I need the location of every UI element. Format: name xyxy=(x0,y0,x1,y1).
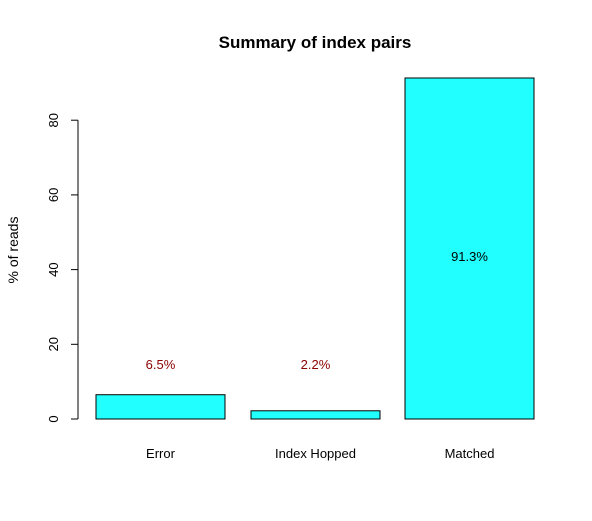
y-tick-label: 60 xyxy=(46,188,61,202)
y-axis: 0 20 40 60 80 xyxy=(46,113,79,423)
data-label: 91.3% xyxy=(451,249,488,264)
bar-error xyxy=(95,394,226,420)
category-labels: Error Index Hopped Matched xyxy=(146,446,494,461)
y-tick-label: 20 xyxy=(46,337,61,351)
data-label: 2.2% xyxy=(301,357,331,372)
bar-index-hopped xyxy=(250,410,381,420)
data-labels: 6.5% 2.2% 91.3% xyxy=(146,249,489,372)
category-label: Matched xyxy=(445,446,495,461)
y-axis-label: % of reads xyxy=(5,217,21,284)
y-tick-label: 0 xyxy=(46,415,61,422)
chart-title: Summary of index pairs xyxy=(219,33,412,52)
category-label: Error xyxy=(146,446,176,461)
y-tick-label: 40 xyxy=(46,262,61,276)
data-label: 6.5% xyxy=(146,357,176,372)
category-label: Index Hopped xyxy=(275,446,356,461)
bar-matched xyxy=(404,77,535,420)
y-tick-label: 80 xyxy=(46,113,61,127)
bars xyxy=(95,77,535,420)
